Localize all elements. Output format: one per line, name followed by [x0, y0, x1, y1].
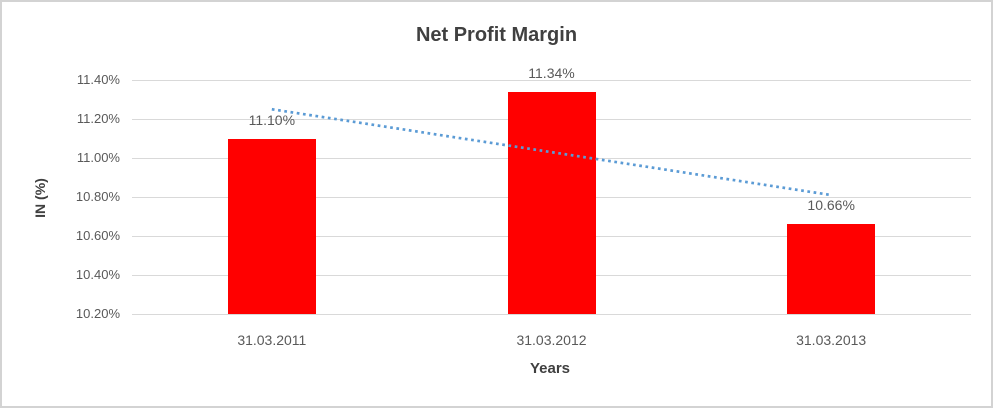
- y-axis-tick-label: 10.40%: [75, 267, 120, 282]
- bar-data-label: 11.10%: [248, 111, 296, 128]
- y-axis-tick-label: 10.60%: [75, 228, 120, 243]
- bar-data-label: 10.66%: [807, 197, 855, 214]
- bar: [787, 224, 876, 314]
- chart-title: Net Profit Margin: [415, 24, 578, 46]
- y-axis-tick-label: 10.20%: [75, 306, 120, 321]
- y-axis-tick-label: 11.00%: [76, 150, 120, 165]
- x-axis-title: Years: [529, 360, 571, 377]
- gridline: [132, 313, 971, 315]
- x-axis-category-label: 31.03.2013: [796, 332, 867, 348]
- x-axis-category-label: 31.03.2012: [516, 332, 587, 348]
- y-axis-tick-label: 11.40%: [76, 72, 120, 87]
- bar: [507, 91, 596, 314]
- x-axis-category-label: 31.03.2011: [237, 332, 307, 348]
- bar: [227, 138, 316, 314]
- gridline: [132, 79, 971, 81]
- y-axis-tick-label: 11.20%: [76, 111, 120, 126]
- y-axis-tick-label: 10.80%: [75, 189, 120, 204]
- bar-data-label: 11.34%: [528, 64, 575, 81]
